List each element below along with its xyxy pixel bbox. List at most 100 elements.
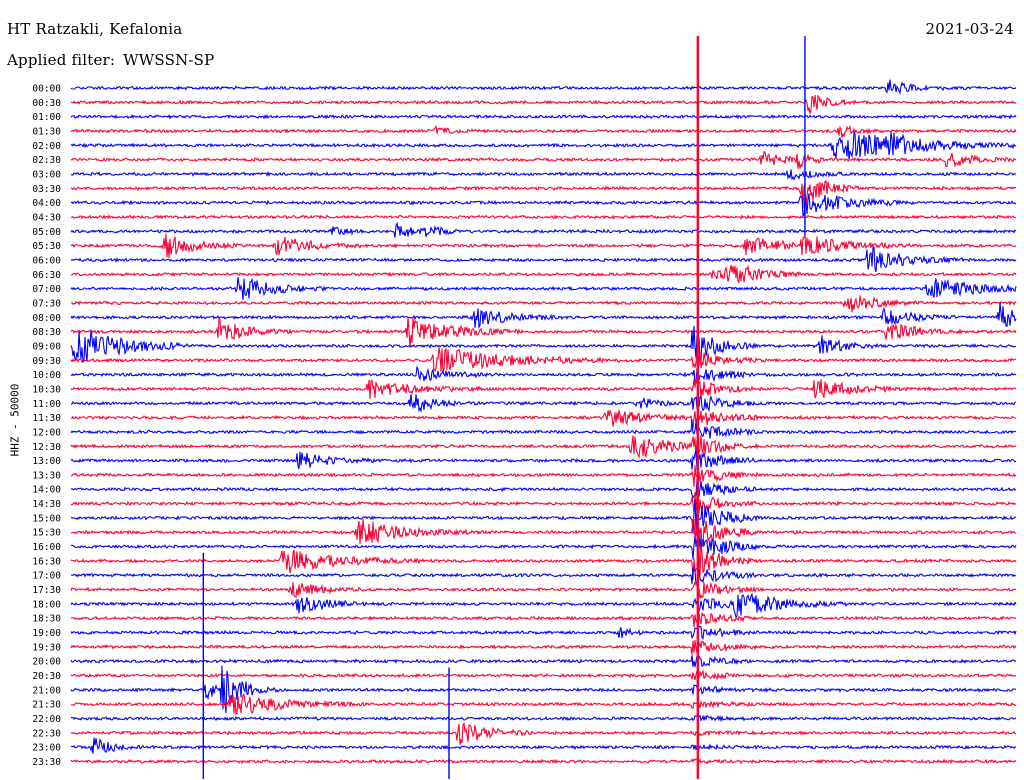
tick-label: 18:30 (32, 614, 61, 625)
tick-label: 02:30 (32, 155, 61, 166)
trace-row (70, 757, 1017, 765)
tick-label: 20:30 (32, 671, 61, 682)
trace-row (70, 669, 1017, 681)
trace-row (70, 150, 1017, 169)
date-label: 2021-03-24 (925, 20, 1014, 38)
trace-row (70, 378, 1016, 399)
tick-label: 09:30 (32, 356, 61, 367)
tick-label: 14:30 (32, 499, 61, 510)
trace-row (70, 246, 1017, 273)
trace-row (70, 722, 1017, 745)
trace-row (70, 450, 1017, 471)
trace-row (70, 655, 1017, 668)
tick-label: 00:30 (32, 98, 61, 109)
trace-row (70, 665, 1017, 714)
tick-label: 17:00 (32, 571, 61, 582)
tick-label: 19:00 (32, 628, 61, 639)
trace-row (70, 302, 1017, 330)
tick-label: 15:30 (32, 528, 61, 539)
trace-row (70, 581, 1017, 599)
trace-row (70, 625, 1017, 640)
trace-row (70, 130, 1017, 160)
tick-label: 08:00 (32, 313, 61, 324)
tick-label: 21:30 (32, 700, 61, 711)
tick-label: 05:30 (32, 241, 61, 252)
trace-row (71, 714, 1017, 723)
filter-value: WWSSN-SP (123, 51, 215, 69)
trace-row (70, 193, 1016, 218)
trace-row (71, 169, 1017, 181)
tick-label: 03:00 (32, 169, 61, 180)
tick-label: 22:00 (32, 714, 61, 725)
tick-label: 18:00 (32, 599, 61, 610)
tick-label: 04:00 (32, 198, 61, 209)
tick-label: 22:30 (32, 728, 61, 739)
tick-label: 17:30 (32, 585, 61, 596)
trace-row (70, 264, 1017, 284)
tick-label: 11:00 (32, 399, 61, 410)
tick-label: 12:00 (32, 427, 61, 438)
trace-row (70, 546, 1017, 580)
tick-label: 01:00 (32, 112, 61, 123)
tick-label: 01:30 (32, 126, 61, 137)
trace-row (71, 567, 1017, 586)
tick-label: 13:00 (32, 456, 61, 467)
trace-row (70, 492, 1017, 514)
trace-row (71, 609, 1017, 627)
tick-label: 12:30 (32, 442, 61, 453)
tick-label: 03:30 (32, 184, 61, 195)
tick-label: 16:00 (32, 542, 61, 553)
filter-label: Applied filter: (7, 51, 116, 69)
trace-row (70, 125, 1017, 138)
trace-row (70, 316, 1017, 348)
trace-row (70, 347, 1017, 373)
tick-label: 10:00 (32, 370, 61, 381)
trace-row (70, 517, 1017, 548)
filter-line: Applied filter: WWSSN-SP (7, 51, 214, 69)
tick-label: 20:00 (32, 657, 61, 668)
tick-label: 04:30 (32, 212, 61, 223)
tick-label: 14:00 (32, 485, 61, 496)
trace-row (70, 477, 1017, 499)
trace-row (70, 499, 1017, 535)
tick-label: 21:00 (32, 685, 61, 696)
tick-label: 11:30 (32, 413, 61, 424)
tick-label: 00:00 (32, 84, 61, 95)
station-title: HT Ratzakli, Kefalonia (7, 20, 183, 38)
trace-row (70, 113, 1017, 120)
trace-row (70, 295, 1017, 313)
tick-label: 07:00 (32, 284, 61, 295)
trace-row (70, 435, 1017, 460)
trace-row (71, 530, 1017, 560)
trace-row (70, 393, 1017, 413)
trace-row (70, 365, 1017, 384)
tick-label: 23:00 (32, 743, 61, 754)
tick-label: 10:30 (32, 384, 61, 395)
tick-label: 13:30 (32, 470, 61, 481)
tick-label: 16:30 (32, 556, 61, 567)
trace-row (70, 79, 1017, 95)
spike-lines (202, 36, 806, 779)
tick-label: 07:30 (32, 298, 61, 309)
trace-row (70, 94, 1017, 114)
tick-label: 08:30 (32, 327, 61, 338)
trace-row (70, 640, 1017, 655)
trace-row (70, 277, 1017, 300)
trace-row (70, 221, 1017, 238)
trace-row (70, 693, 1017, 715)
trace-row (70, 592, 1017, 619)
trace-row (70, 180, 1017, 208)
trace-row (70, 419, 1017, 439)
tick-label: 15:00 (32, 513, 61, 524)
trace-row (70, 213, 1017, 220)
trace-row (70, 737, 1017, 754)
time-tick-labels: 00:00 00:30 01:00 01:30 02:00 02:30 03:00 03:30… (32, 84, 61, 769)
trace-row (71, 408, 1017, 429)
tick-label: 09:00 (32, 341, 61, 352)
tick-label: 02:00 (32, 141, 61, 152)
tick-label: 23:30 (32, 757, 61, 768)
tick-label: 19:30 (32, 642, 61, 653)
trace-row (70, 325, 1017, 364)
tick-label: 06:30 (32, 270, 61, 281)
